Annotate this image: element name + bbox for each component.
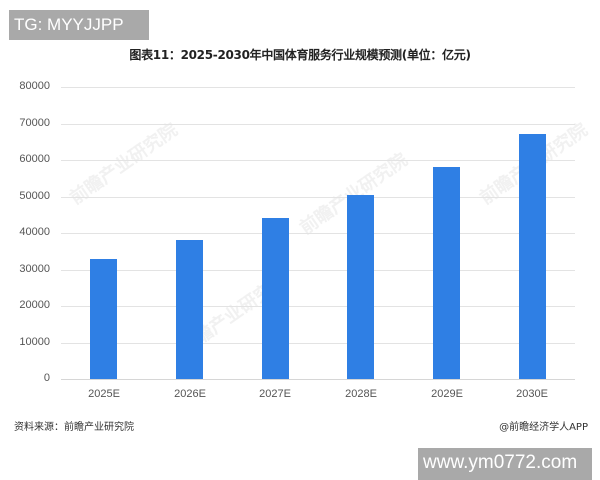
bar-2027e	[262, 218, 289, 379]
gridline	[61, 233, 575, 234]
x-axis-line	[61, 379, 575, 380]
bar-2025e	[90, 259, 117, 379]
url-watermark-badge: www.ym0772.com	[418, 448, 592, 480]
y-tick-label: 40000	[19, 226, 50, 238]
y-tick-label: 0	[43, 372, 50, 384]
chart-title: 图表11：2025-2030年中国体育服务行业规模预测(单位：亿元)	[129, 48, 471, 62]
y-tick-label: 60000	[19, 153, 50, 165]
gridline	[61, 197, 575, 198]
bar-2030e	[519, 134, 546, 379]
x-tick-label: 2029E	[431, 388, 463, 400]
y-tick-label: 50000	[19, 190, 50, 202]
x-tick-label: 2030E	[516, 388, 548, 400]
y-tick-label: 80000	[19, 80, 50, 92]
bar-2029e	[433, 167, 460, 379]
x-tick-label: 2025E	[88, 388, 120, 400]
x-tick-label: 2027E	[259, 388, 291, 400]
bar-2026e	[176, 240, 203, 379]
gridline	[61, 306, 575, 307]
source-note: 资料来源：前瞻产业研究院	[14, 422, 134, 433]
y-tick-label: 10000	[19, 336, 50, 348]
gridline	[61, 124, 575, 125]
x-tick-label: 2026E	[174, 388, 206, 400]
x-tick-label: 2028E	[345, 388, 377, 400]
gridline	[61, 87, 575, 88]
bar-2028e	[347, 195, 374, 379]
credit-note: @前瞻经济学人APP	[499, 422, 588, 433]
tg-watermark-badge: TG: MYYJJPP	[9, 10, 149, 40]
y-tick-label: 30000	[19, 263, 50, 275]
y-tick-label: 20000	[19, 299, 50, 311]
gridline	[61, 343, 575, 344]
gridline	[61, 160, 575, 161]
gridline	[61, 270, 575, 271]
watermark-text: 前瞻产业研究院	[66, 119, 182, 209]
y-tick-label: 70000	[19, 117, 50, 129]
